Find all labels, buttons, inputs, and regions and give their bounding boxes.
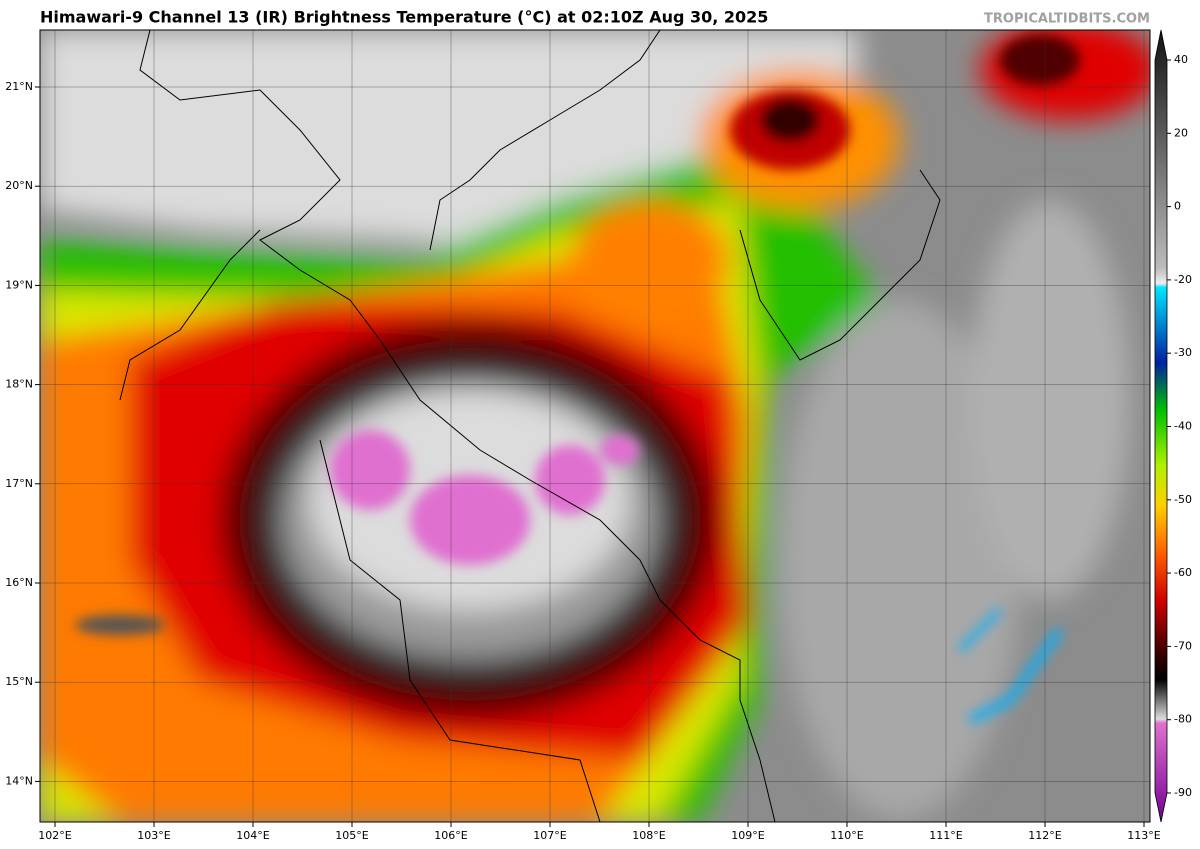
lon-label: 105°E (335, 829, 368, 842)
colorbar-label: 0 (1174, 200, 1181, 213)
colorbar-label: -50 (1174, 493, 1192, 506)
lon-label: 106°E (434, 829, 467, 842)
watermark: TROPICALTIDBITS.COM (984, 12, 1150, 27)
lat-label: 21°N (5, 80, 33, 93)
lon-label: 107°E (533, 829, 566, 842)
colorbar-label: 40 (1174, 53, 1188, 66)
lat-label: 16°N (5, 576, 33, 589)
colorbar-label: -30 (1174, 346, 1192, 359)
lon-label: 103°E (137, 829, 170, 842)
lon-label: 111°E (929, 829, 962, 842)
colorbar-label: -80 (1174, 713, 1192, 726)
lon-label: 110°E (830, 829, 863, 842)
colorbar-label: -70 (1174, 639, 1192, 652)
satellite-imagery (40, 30, 1150, 822)
lon-label: 112°E (1028, 829, 1061, 842)
map-frame (39, 29, 1151, 823)
lat-label: 14°N (5, 774, 33, 787)
lon-label: 113°E (1127, 829, 1160, 842)
colorbar-label: -60 (1174, 566, 1192, 579)
lat-label: 18°N (5, 378, 33, 391)
colorbar-label: -90 (1174, 786, 1192, 799)
lon-label: 108°E (632, 829, 665, 842)
lat-label: 19°N (5, 278, 33, 291)
colorbar-label: 20 (1174, 126, 1188, 139)
lon-label: 102°E (38, 829, 71, 842)
lat-label: 20°N (5, 179, 33, 192)
colorbar (1154, 29, 1168, 823)
colorbar-label: -40 (1174, 420, 1192, 433)
lon-label: 104°E (236, 829, 269, 842)
lat-label: 17°N (5, 477, 33, 490)
graticule (40, 30, 1150, 822)
colorbar-label: -20 (1174, 273, 1192, 286)
title: Himawari-9 Channel 13 (IR) Brightness Te… (40, 8, 768, 27)
lat-label: 15°N (5, 675, 33, 688)
lon-label: 109°E (731, 829, 764, 842)
